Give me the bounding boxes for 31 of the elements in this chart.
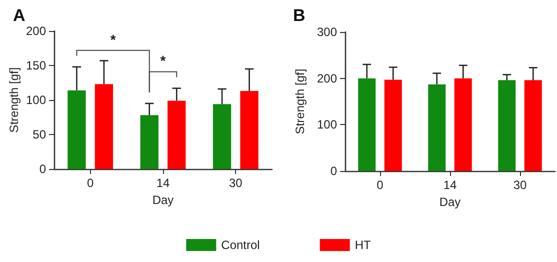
bar [94,84,114,169]
y-tick-label: 150 [26,58,46,72]
y-tick-label: 300 [316,25,338,39]
x-axis-title: Day [152,192,174,207]
legend-label: HT [354,238,372,252]
x-axis-title: Day [439,194,461,209]
y-tick-label: 200 [316,71,338,86]
x-tick-label: 14 [156,176,170,190]
y-axis-title: Strength [gf] [7,67,21,133]
x-tick-label: 0 [376,178,384,192]
y-tick-label: 100 [316,118,338,132]
bar [240,91,258,169]
bar [140,115,158,169]
annotation: * [110,31,116,48]
x-tick-label: 30 [513,178,527,192]
y-tick-label: 200 [26,24,46,38]
bar [212,104,232,169]
y-tick-label: 50 [32,128,46,142]
bar [168,100,186,169]
annotation: * [160,52,166,69]
bar [68,90,86,169]
y-tick-label: 0 [39,162,46,176]
chart-title: B [293,6,306,25]
legend-label: Control [221,238,260,252]
x-tick-label: 30 [228,176,243,190]
x-tick-label: 0 [86,176,94,190]
y-axis-title: Strength [gf] [293,68,308,134]
x-tick-label: 14 [443,178,457,192]
y-tick-label: 0 [330,164,338,178]
chart-title: A [13,6,26,25]
y-tick-label: 100 [26,93,46,107]
